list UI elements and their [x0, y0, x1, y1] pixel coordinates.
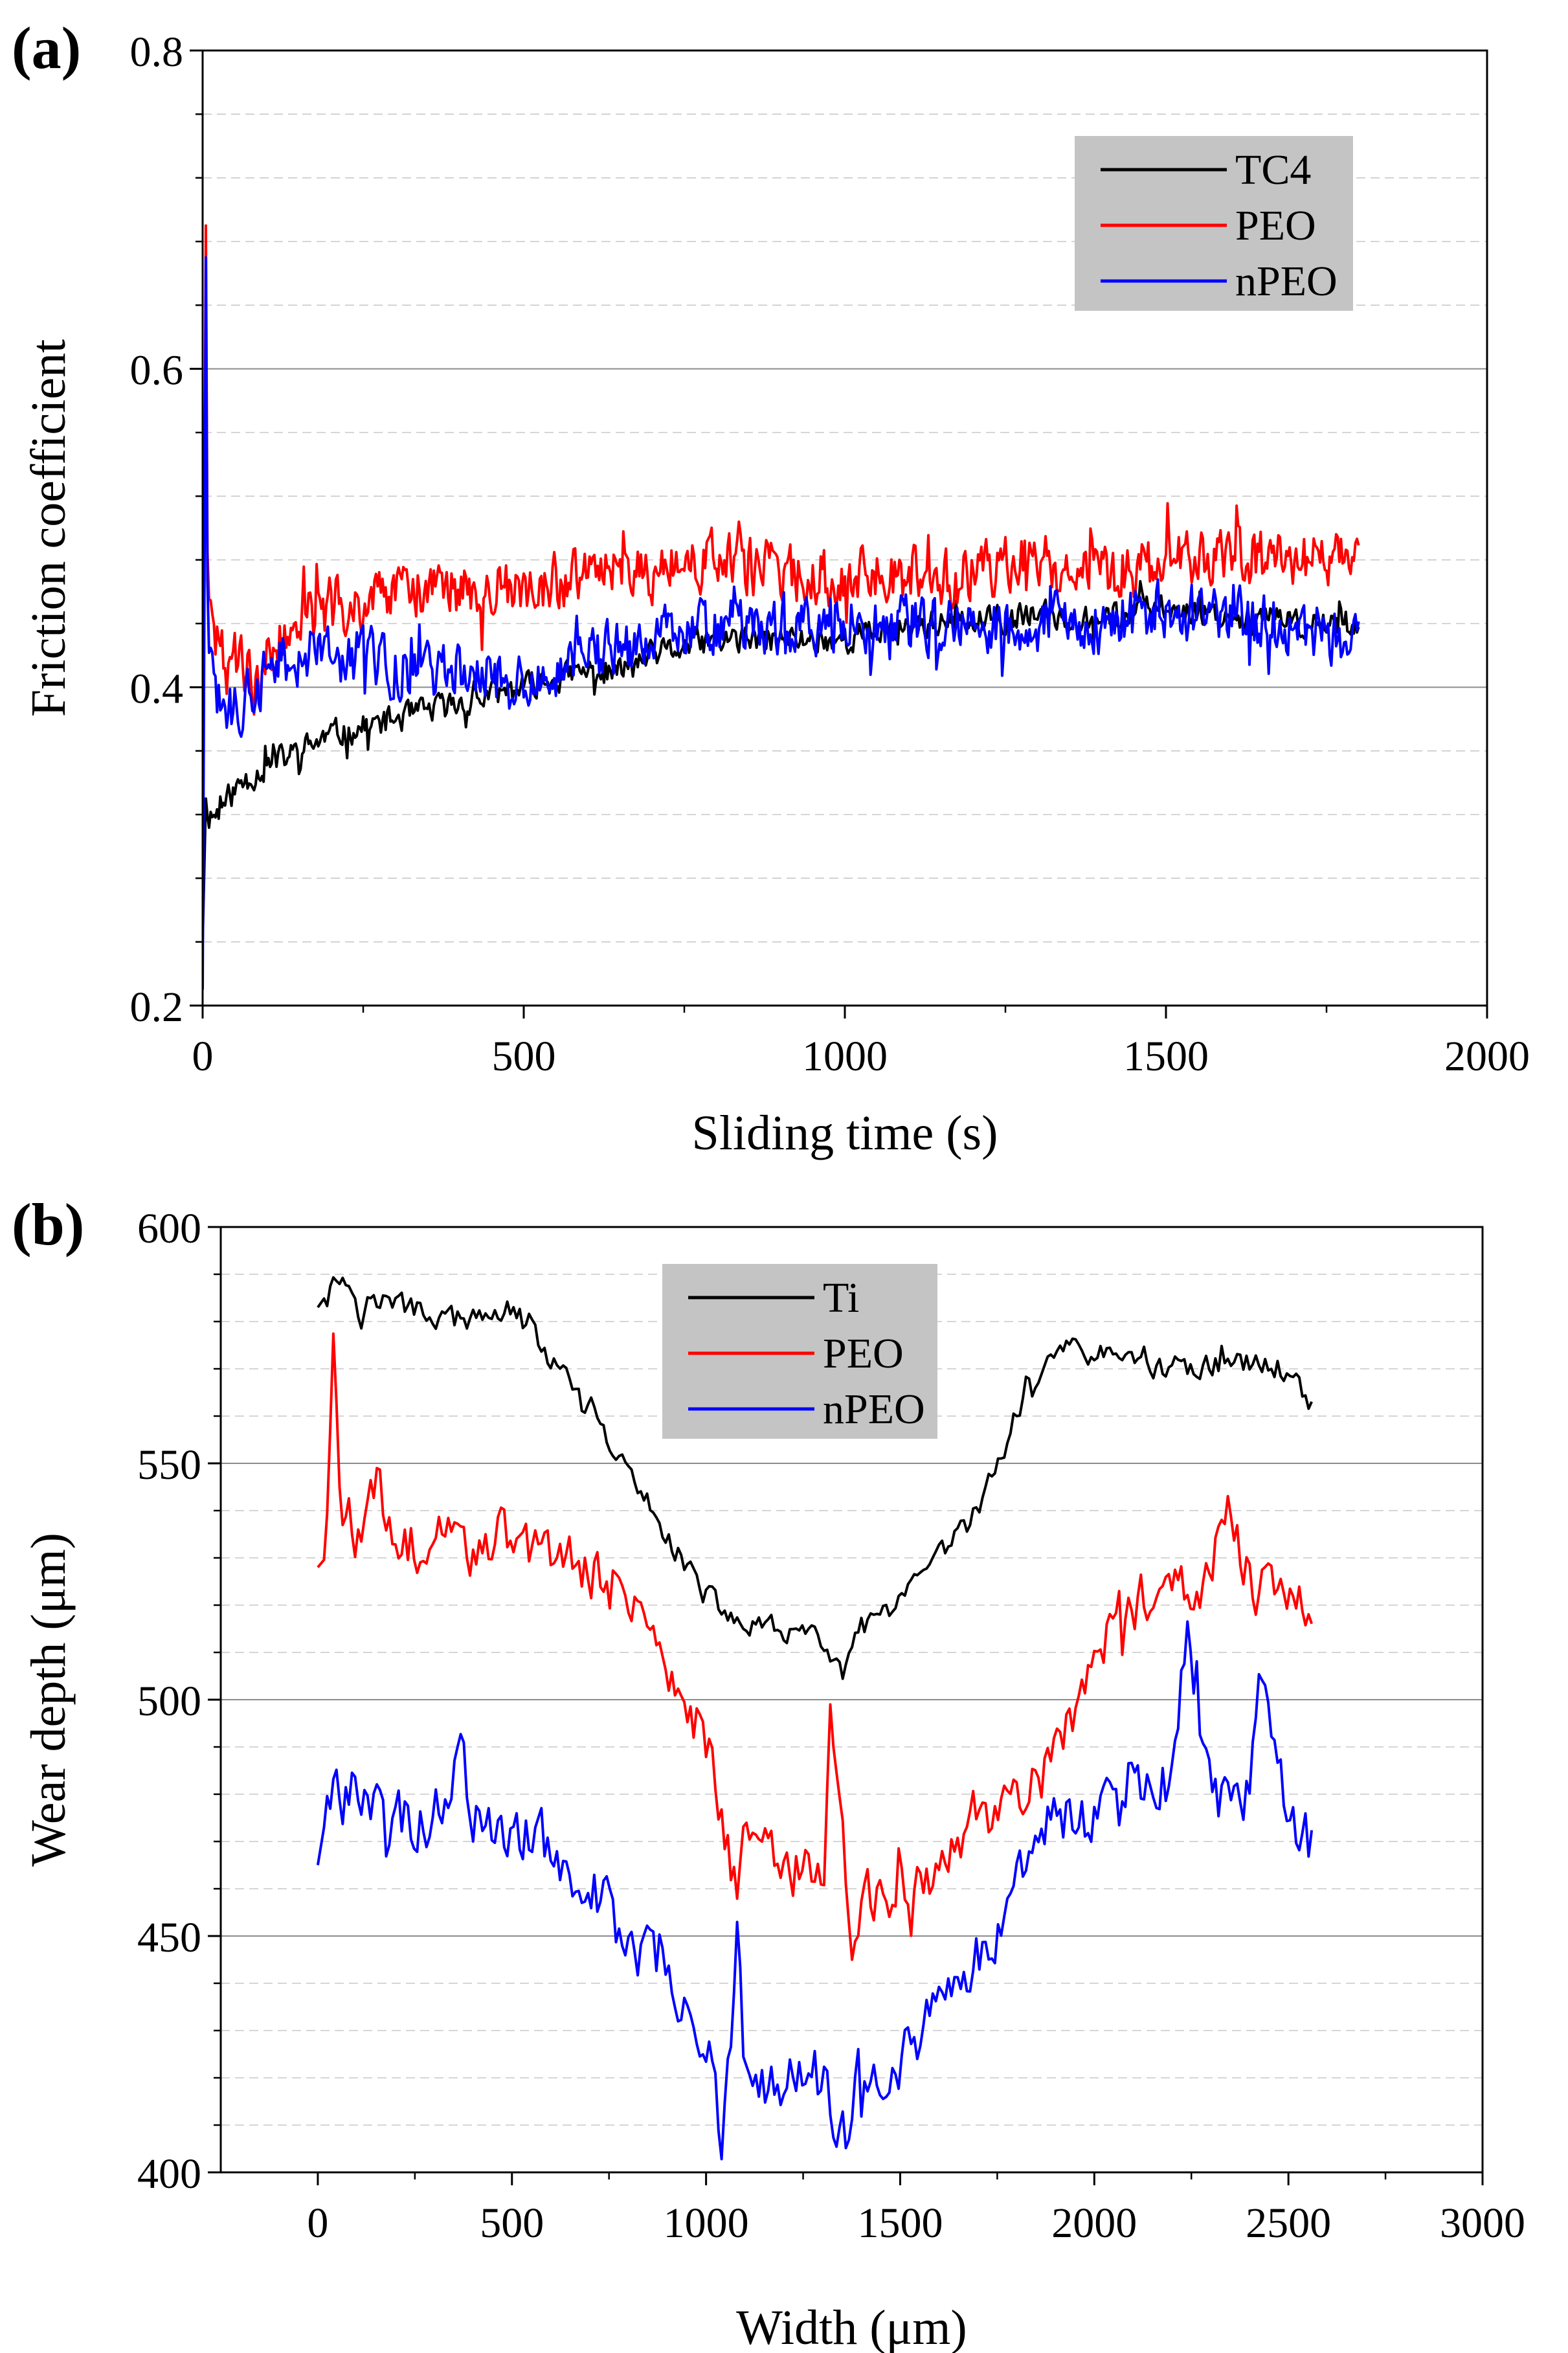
x-tick-label: 500: [492, 1033, 556, 1080]
legend: TC4 PEO nPEO: [1075, 136, 1353, 311]
legend-label: PEO: [1235, 202, 1316, 249]
x-tick-label: 3000: [1440, 2200, 1525, 2247]
legend-label: nPEO: [1235, 258, 1338, 305]
x-tick-label: 0: [192, 1033, 214, 1080]
y-tick-label: 0.8: [130, 28, 184, 76]
y-tick-label: 600: [137, 1205, 201, 1252]
series-line-ti: [317, 1276, 1313, 1680]
panel-label: (b): [12, 1191, 84, 1257]
y-tick-label: 450: [137, 1914, 201, 1961]
x-tick-label: 1000: [664, 2200, 749, 2247]
x-tick-label: 2500: [1246, 2200, 1331, 2247]
legend-label: Ti: [823, 1274, 859, 1322]
x-tick-label: 500: [480, 2200, 544, 2247]
legend: Ti PEO nPEO: [662, 1264, 937, 1439]
x-tick-label: 1500: [857, 2200, 943, 2247]
x-axis-title: Sliding time (s): [692, 1106, 998, 1160]
y-axis-title: Wear depth (μm): [21, 1533, 76, 1867]
x-tick-label: 2000: [1051, 2200, 1137, 2247]
y-tick-label: 550: [137, 1441, 201, 1489]
y-tick-label: 0.6: [130, 347, 184, 394]
series-line-npeo: [203, 256, 1360, 990]
y-tick-label: 500: [137, 1678, 201, 1725]
x-tick-label: 1000: [802, 1033, 888, 1080]
series-line-npeo: [316, 1620, 1314, 2161]
x-tick-label: 1500: [1123, 1033, 1209, 1080]
y-axis-title: Friction coefficient: [21, 339, 76, 717]
legend-label: nPEO: [823, 1386, 925, 1433]
x-axis-title: Width (μm): [736, 2301, 967, 2353]
x-tick-label: 0: [307, 2200, 328, 2247]
series-line-peo: [203, 224, 1360, 879]
friction-chart: 0.2 0.4 0.6 0.8 0 500 1000 1500 2000 Sliding time…: [12, 15, 1530, 1160]
series-group: [203, 224, 1360, 990]
x-tick-label: 2000: [1444, 1033, 1530, 1080]
legend-label: TC4: [1235, 146, 1311, 194]
y-tick-label: 0.2: [130, 984, 184, 1031]
series-line-peo: [317, 1332, 1313, 1961]
y-tick-label: 400: [137, 2150, 201, 2198]
wear-depth-chart: 400 450 500 550 600 0 500 1000 1500 2000 2500 3000 W…: [12, 1191, 1525, 2353]
panel-label: (a): [12, 15, 81, 81]
series-group: [316, 1276, 1314, 2161]
legend-label: PEO: [823, 1330, 904, 1377]
y-tick-label: 0.4: [130, 665, 184, 712]
